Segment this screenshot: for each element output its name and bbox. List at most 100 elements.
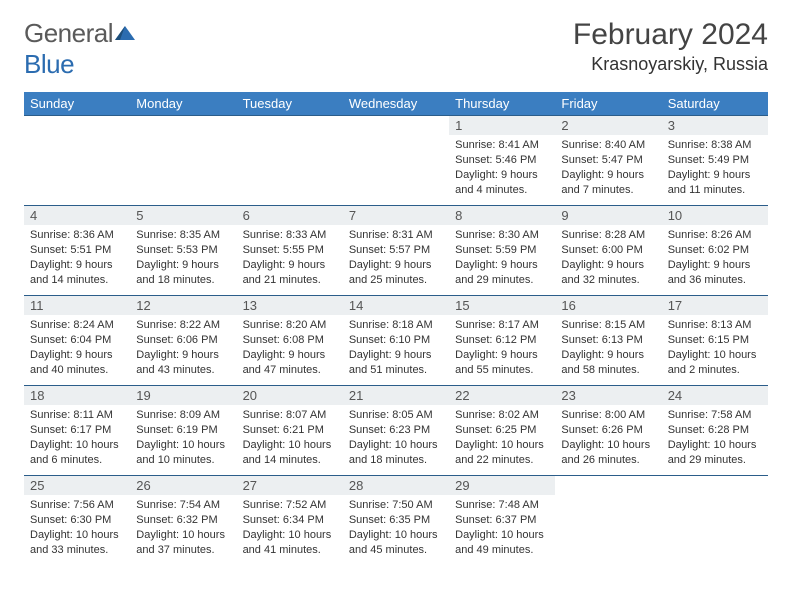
day-details: Sunrise: 8:02 AMSunset: 6:25 PMDaylight:… xyxy=(449,405,555,470)
calendar-cell xyxy=(555,476,661,566)
day-number: 18 xyxy=(24,386,130,405)
day-number: 19 xyxy=(130,386,236,405)
logo-text-2: Blue xyxy=(24,49,74,79)
calendar-cell: 19Sunrise: 8:09 AMSunset: 6:19 PMDayligh… xyxy=(130,386,236,476)
weekday-header: Thursday xyxy=(449,92,555,116)
calendar-cell: 6Sunrise: 8:33 AMSunset: 5:55 PMDaylight… xyxy=(237,206,343,296)
day-number: 6 xyxy=(237,206,343,225)
calendar-cell: 24Sunrise: 7:58 AMSunset: 6:28 PMDayligh… xyxy=(662,386,768,476)
day-details: Sunrise: 7:58 AMSunset: 6:28 PMDaylight:… xyxy=(662,405,768,470)
day-number: 21 xyxy=(343,386,449,405)
day-number: 23 xyxy=(555,386,661,405)
day-number: 16 xyxy=(555,296,661,315)
logo-text: General Blue xyxy=(24,18,137,80)
day-number: 15 xyxy=(449,296,555,315)
calendar-cell xyxy=(130,116,236,206)
day-details: Sunrise: 8:31 AMSunset: 5:57 PMDaylight:… xyxy=(343,225,449,290)
calendar-cell: 8Sunrise: 8:30 AMSunset: 5:59 PMDaylight… xyxy=(449,206,555,296)
day-details: Sunrise: 8:09 AMSunset: 6:19 PMDaylight:… xyxy=(130,405,236,470)
day-details: Sunrise: 8:35 AMSunset: 5:53 PMDaylight:… xyxy=(130,225,236,290)
calendar-cell xyxy=(24,116,130,206)
day-details: Sunrise: 8:41 AMSunset: 5:46 PMDaylight:… xyxy=(449,135,555,200)
day-details: Sunrise: 8:05 AMSunset: 6:23 PMDaylight:… xyxy=(343,405,449,470)
calendar-body: 1Sunrise: 8:41 AMSunset: 5:46 PMDaylight… xyxy=(24,116,768,566)
calendar-cell: 10Sunrise: 8:26 AMSunset: 6:02 PMDayligh… xyxy=(662,206,768,296)
weekday-header: Saturday xyxy=(662,92,768,116)
day-number: 7 xyxy=(343,206,449,225)
day-number: 25 xyxy=(24,476,130,495)
day-number: 22 xyxy=(449,386,555,405)
calendar-cell: 22Sunrise: 8:02 AMSunset: 6:25 PMDayligh… xyxy=(449,386,555,476)
calendar-cell: 4Sunrise: 8:36 AMSunset: 5:51 PMDaylight… xyxy=(24,206,130,296)
calendar-cell: 15Sunrise: 8:17 AMSunset: 6:12 PMDayligh… xyxy=(449,296,555,386)
logo: General Blue xyxy=(24,18,137,80)
calendar-cell: 14Sunrise: 8:18 AMSunset: 6:10 PMDayligh… xyxy=(343,296,449,386)
calendar-head: SundayMondayTuesdayWednesdayThursdayFrid… xyxy=(24,92,768,116)
day-number: 9 xyxy=(555,206,661,225)
calendar-cell: 18Sunrise: 8:11 AMSunset: 6:17 PMDayligh… xyxy=(24,386,130,476)
day-number: 12 xyxy=(130,296,236,315)
calendar-cell: 13Sunrise: 8:20 AMSunset: 6:08 PMDayligh… xyxy=(237,296,343,386)
day-number: 4 xyxy=(24,206,130,225)
calendar-table: SundayMondayTuesdayWednesdayThursdayFrid… xyxy=(24,92,768,566)
calendar-cell xyxy=(662,476,768,566)
header: General Blue February 2024 Krasnoyarskiy… xyxy=(24,18,768,80)
calendar-cell: 29Sunrise: 7:48 AMSunset: 6:37 PMDayligh… xyxy=(449,476,555,566)
calendar-cell: 1Sunrise: 8:41 AMSunset: 5:46 PMDaylight… xyxy=(449,116,555,206)
day-number: 11 xyxy=(24,296,130,315)
day-details: Sunrise: 8:36 AMSunset: 5:51 PMDaylight:… xyxy=(24,225,130,290)
logo-text-1: General xyxy=(24,18,113,48)
weekday-header: Monday xyxy=(130,92,236,116)
day-number: 3 xyxy=(662,116,768,135)
calendar-cell: 23Sunrise: 8:00 AMSunset: 6:26 PMDayligh… xyxy=(555,386,661,476)
day-details: Sunrise: 8:17 AMSunset: 6:12 PMDaylight:… xyxy=(449,315,555,380)
day-details: Sunrise: 8:00 AMSunset: 6:26 PMDaylight:… xyxy=(555,405,661,470)
calendar-cell: 11Sunrise: 8:24 AMSunset: 6:04 PMDayligh… xyxy=(24,296,130,386)
calendar-cell: 9Sunrise: 8:28 AMSunset: 6:00 PMDaylight… xyxy=(555,206,661,296)
calendar-cell: 26Sunrise: 7:54 AMSunset: 6:32 PMDayligh… xyxy=(130,476,236,566)
title-block: February 2024 Krasnoyarskiy, Russia xyxy=(573,18,768,75)
day-details: Sunrise: 7:48 AMSunset: 6:37 PMDaylight:… xyxy=(449,495,555,560)
month-title: February 2024 xyxy=(573,18,768,52)
triangle-icon xyxy=(113,18,137,36)
weekday-header: Sunday xyxy=(24,92,130,116)
day-number: 10 xyxy=(662,206,768,225)
day-number: 2 xyxy=(555,116,661,135)
day-details: Sunrise: 8:33 AMSunset: 5:55 PMDaylight:… xyxy=(237,225,343,290)
day-number: 28 xyxy=(343,476,449,495)
day-number: 27 xyxy=(237,476,343,495)
day-number: 14 xyxy=(343,296,449,315)
day-details: Sunrise: 8:11 AMSunset: 6:17 PMDaylight:… xyxy=(24,405,130,470)
day-details: Sunrise: 8:07 AMSunset: 6:21 PMDaylight:… xyxy=(237,405,343,470)
day-details: Sunrise: 8:38 AMSunset: 5:49 PMDaylight:… xyxy=(662,135,768,200)
day-number: 24 xyxy=(662,386,768,405)
calendar-cell: 27Sunrise: 7:52 AMSunset: 6:34 PMDayligh… xyxy=(237,476,343,566)
day-details: Sunrise: 8:30 AMSunset: 5:59 PMDaylight:… xyxy=(449,225,555,290)
calendar-cell: 16Sunrise: 8:15 AMSunset: 6:13 PMDayligh… xyxy=(555,296,661,386)
day-details: Sunrise: 7:52 AMSunset: 6:34 PMDaylight:… xyxy=(237,495,343,560)
calendar-cell xyxy=(343,116,449,206)
calendar-cell: 3Sunrise: 8:38 AMSunset: 5:49 PMDaylight… xyxy=(662,116,768,206)
calendar-cell: 28Sunrise: 7:50 AMSunset: 6:35 PMDayligh… xyxy=(343,476,449,566)
calendar-cell: 2Sunrise: 8:40 AMSunset: 5:47 PMDaylight… xyxy=(555,116,661,206)
day-details: Sunrise: 8:22 AMSunset: 6:06 PMDaylight:… xyxy=(130,315,236,380)
day-number: 17 xyxy=(662,296,768,315)
calendar-cell xyxy=(237,116,343,206)
day-details: Sunrise: 8:40 AMSunset: 5:47 PMDaylight:… xyxy=(555,135,661,200)
day-number: 29 xyxy=(449,476,555,495)
day-number: 13 xyxy=(237,296,343,315)
day-details: Sunrise: 8:15 AMSunset: 6:13 PMDaylight:… xyxy=(555,315,661,380)
calendar-cell: 12Sunrise: 8:22 AMSunset: 6:06 PMDayligh… xyxy=(130,296,236,386)
calendar-cell: 5Sunrise: 8:35 AMSunset: 5:53 PMDaylight… xyxy=(130,206,236,296)
day-details: Sunrise: 7:54 AMSunset: 6:32 PMDaylight:… xyxy=(130,495,236,560)
calendar-cell: 20Sunrise: 8:07 AMSunset: 6:21 PMDayligh… xyxy=(237,386,343,476)
location: Krasnoyarskiy, Russia xyxy=(573,54,768,75)
day-details: Sunrise: 8:20 AMSunset: 6:08 PMDaylight:… xyxy=(237,315,343,380)
day-details: Sunrise: 8:26 AMSunset: 6:02 PMDaylight:… xyxy=(662,225,768,290)
day-details: Sunrise: 8:24 AMSunset: 6:04 PMDaylight:… xyxy=(24,315,130,380)
day-details: Sunrise: 7:50 AMSunset: 6:35 PMDaylight:… xyxy=(343,495,449,560)
day-details: Sunrise: 8:18 AMSunset: 6:10 PMDaylight:… xyxy=(343,315,449,380)
day-details: Sunrise: 8:13 AMSunset: 6:15 PMDaylight:… xyxy=(662,315,768,380)
weekday-header: Wednesday xyxy=(343,92,449,116)
day-number: 1 xyxy=(449,116,555,135)
